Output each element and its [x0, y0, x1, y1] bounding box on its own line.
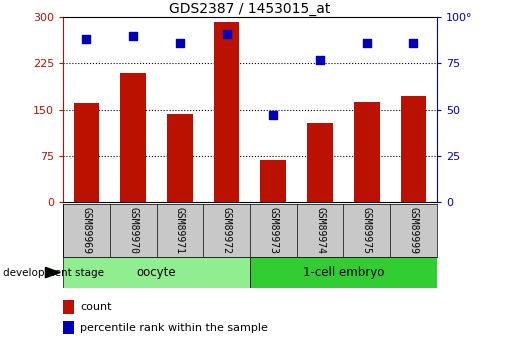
Point — [269, 112, 277, 118]
Polygon shape — [45, 267, 60, 278]
Bar — [167, 114, 193, 202]
Bar — [63, 321, 74, 334]
Point — [316, 57, 324, 62]
Text: GSM89974: GSM89974 — [315, 207, 325, 254]
Point — [223, 31, 231, 37]
Text: GSM89972: GSM89972 — [222, 207, 232, 254]
Bar — [307, 123, 333, 202]
Text: development stage: development stage — [3, 268, 104, 277]
Point — [82, 37, 90, 42]
Text: GSM89971: GSM89971 — [175, 207, 185, 254]
Text: GSM89970: GSM89970 — [128, 207, 138, 254]
Text: GSM89973: GSM89973 — [268, 207, 278, 254]
Text: GSM89969: GSM89969 — [81, 207, 91, 254]
Text: GSM89999: GSM89999 — [409, 207, 419, 254]
Text: oocyte: oocyte — [137, 266, 176, 279]
Bar — [214, 22, 239, 202]
Bar — [400, 96, 426, 202]
Bar — [74, 104, 99, 202]
Point — [129, 33, 137, 38]
Point — [410, 40, 418, 46]
Bar — [354, 102, 380, 202]
Text: count: count — [80, 302, 112, 312]
Text: 1-cell embryo: 1-cell embryo — [302, 266, 384, 279]
Bar — [250, 257, 437, 288]
Bar — [63, 257, 250, 288]
Bar — [63, 300, 74, 314]
Text: GSM89975: GSM89975 — [362, 207, 372, 254]
Text: percentile rank within the sample: percentile rank within the sample — [80, 323, 268, 333]
Bar — [261, 160, 286, 202]
Bar — [120, 73, 146, 202]
Point — [176, 40, 184, 46]
Title: GDS2387 / 1453015_at: GDS2387 / 1453015_at — [169, 2, 331, 16]
Point — [363, 40, 371, 46]
